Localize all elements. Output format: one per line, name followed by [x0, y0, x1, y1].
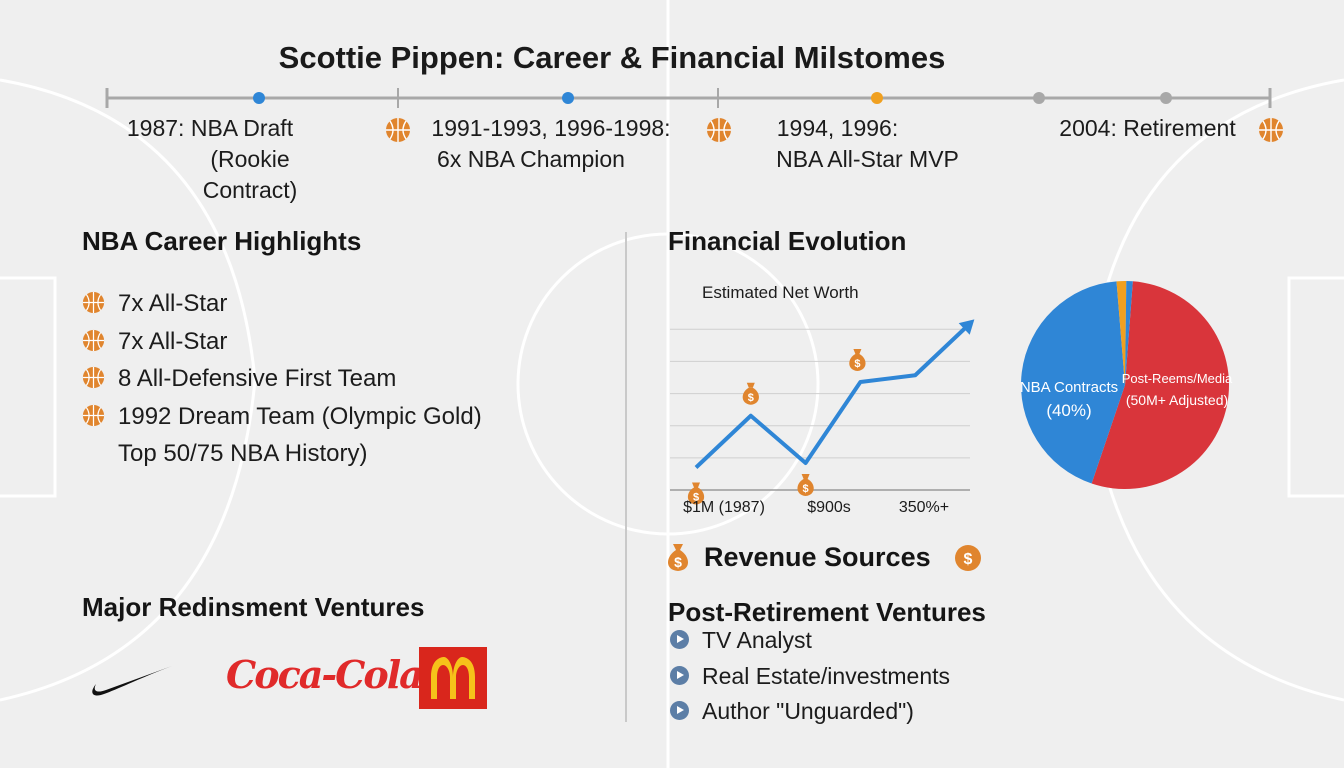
basketball-icon — [82, 291, 105, 314]
trend-arrowhead — [958, 319, 975, 335]
money-bag-icon: $ — [797, 474, 814, 496]
list-item: Author "Unguarded") — [668, 696, 1068, 732]
money-bag-icon: $ — [849, 349, 866, 371]
timeline-dot — [253, 92, 265, 104]
coin-icon: $ — [955, 545, 981, 571]
list-item: 1992 Dream Team (Olympic Gold) — [82, 400, 552, 438]
milestone-subtitle: (Rookie Contract) — [202, 146, 298, 203]
svg-text:$: $ — [693, 492, 699, 504]
money-bag-icon: $ — [668, 544, 688, 571]
list-item: 7x All-Star — [82, 325, 552, 363]
venture-label: Author "Unguarded") — [702, 698, 914, 724]
section-divider — [625, 232, 627, 722]
timeline-bar — [105, 88, 1272, 108]
basketball-icon — [82, 366, 105, 389]
milestone-subtitle: NBA All-Star MVP — [776, 146, 959, 172]
timeline-dot — [562, 92, 574, 104]
milestone-subtitle: 6x NBA Champion — [437, 146, 625, 172]
money-bag-icon: $ — [742, 382, 759, 405]
revenue-pie-chart: NBA Contracts (40%) Post-Reems/Media (50M+ … — [1020, 281, 1233, 489]
play-icon — [670, 665, 689, 685]
highlight-label: Top 50/75 NBA History) — [118, 440, 368, 467]
endorsements-heading: Major Redinsment Ventures — [82, 592, 425, 622]
milestone-title: 1991-1993, 1996-1998: — [431, 115, 671, 141]
career-highlights-list: 7x All-Star 7x All-Star 8 All-Defensive … — [82, 287, 552, 475]
pie-label: (40%) — [1046, 401, 1091, 420]
net-worth-line-chart: Estimated Net Worth $ $ $ $ $1M (1987) $900s… — [670, 283, 975, 516]
x-tick-label: $900s — [807, 499, 851, 516]
mcdonalds-logo — [419, 647, 487, 709]
pie-label: NBA Contracts — [1020, 379, 1118, 396]
golden-arches-icon — [431, 657, 475, 699]
revenue-sources-heading: Revenue Sources — [704, 542, 931, 572]
timeline-dot — [871, 92, 883, 104]
basketball-icon — [386, 118, 410, 142]
post-retirement-list: TV Analyst Real Estate/investments Autho… — [668, 625, 1068, 732]
milestone-1987: 1987: NBA Draft (Rookie Contract) — [105, 113, 315, 206]
tv-icon — [670, 630, 689, 649]
page-title: Scottie Pippen: Career & Financial Milst… — [278, 40, 946, 75]
highlight-label: 8 All-Defensive First Team — [118, 365, 397, 392]
pie-label: (50M+ Adjusted) — [1126, 392, 1228, 408]
pie-label: Post-Reems/Media — [1122, 371, 1233, 386]
money-bag-icon: $ — [687, 482, 705, 505]
basketball-icon — [1259, 118, 1283, 142]
chart-title: Estimated Net Worth — [702, 283, 859, 302]
list-item: 7x All-Star — [82, 287, 552, 325]
timeline-dot — [1160, 92, 1172, 104]
nike-swoosh-logo — [92, 666, 172, 696]
highlight-label: 7x All-Star — [118, 290, 228, 317]
list-item: Top 50/75 NBA History) — [82, 437, 552, 475]
basketball-icon — [82, 404, 105, 426]
milestone-title: 2004: Retirement — [1059, 115, 1236, 141]
timeline-dot — [1033, 92, 1045, 104]
pie-slice — [1091, 281, 1229, 489]
list-item: Real Estate/investments — [668, 661, 1068, 697]
milestone-title: 1994, 1996: — [776, 115, 899, 141]
financial-evolution-heading: Financial Evolution — [668, 226, 907, 256]
svg-text:$: $ — [854, 358, 860, 370]
milestone-championships: 1991-1993, 1996-1998: 6x NBA Champion — [420, 113, 682, 175]
x-tick-label: 350%+ — [899, 499, 949, 516]
basketball-icon — [707, 118, 731, 142]
milestone-allstar-mvp: 1994, 1996: NBA All-Star MVP — [750, 113, 985, 175]
career-highlights-heading: NBA Career Highlights — [82, 226, 362, 256]
list-item: TV Analyst — [668, 625, 1068, 661]
milestone-title: 1987: NBA Draft — [126, 115, 294, 141]
svg-text:$: $ — [748, 392, 754, 404]
post-retirement-heading: Post-Retirement Ventures — [668, 597, 986, 627]
svg-text:$: $ — [674, 554, 682, 570]
highlight-label: 7x All-Star — [118, 327, 228, 355]
venture-label: TV Analyst — [702, 627, 812, 653]
play-icon — [670, 701, 689, 720]
x-tick-label: $1M (1987) — [683, 499, 765, 516]
series-line — [694, 322, 972, 469]
svg-text:$: $ — [803, 483, 809, 495]
pie-slice — [1125, 281, 1133, 385]
basketball-icon — [82, 329, 105, 351]
highlight-label: 1992 Dream Team (Olympic Gold) — [118, 402, 482, 430]
venture-label: Real Estate/investments — [702, 662, 951, 689]
pie-slice — [1116, 281, 1127, 385]
list-item: 8 All-Defensive First Team — [82, 362, 552, 400]
coca-cola-logo: Coca-Cola — [226, 652, 424, 697]
svg-text:$: $ — [964, 551, 973, 568]
pie-slice — [1021, 281, 1125, 484]
milestone-retirement: 2004: Retirement — [1045, 113, 1250, 144]
